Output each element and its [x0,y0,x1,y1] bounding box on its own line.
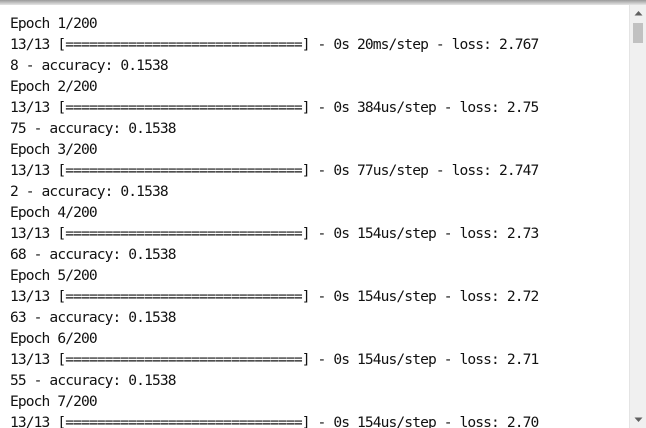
console-line: 13/13 [==============================] -… [10,288,539,305]
scroll-up-button[interactable] [630,5,646,21]
console-line: 75 - accuracy: 0.1538 [10,120,177,137]
scroll-down-button[interactable] [630,412,646,428]
console-line: 8 - accuracy: 0.1538 [10,57,169,74]
console-line: Epoch 3/200 [10,141,98,158]
console-line: 13/13 [==============================] -… [10,414,539,428]
chevron-up-icon [634,11,642,16]
console-line: Epoch 6/200 [10,330,98,347]
console-output[interactable]: Epoch 1/200 13/13 [=====================… [0,5,627,428]
console-line: 63 - accuracy: 0.1538 [10,309,177,326]
console-lines: Epoch 1/200 13/13 [=====================… [10,13,539,428]
console-line: Epoch 4/200 [10,204,98,221]
console-line: 13/13 [==============================] -… [10,351,539,368]
console-line: Epoch 1/200 [10,15,98,32]
console-line: 55 - accuracy: 0.1538 [10,372,177,389]
console-line: 13/13 [==============================] -… [10,162,539,179]
console-line: Epoch 7/200 [10,393,98,410]
console-line: 13/13 [==============================] -… [10,36,539,53]
console-line: 2 - accuracy: 0.1538 [10,183,169,200]
console-line: Epoch 5/200 [10,267,98,284]
window-top-edge [0,0,646,5]
vertical-scrollbar[interactable] [629,5,646,428]
console-line: 68 - accuracy: 0.1538 [10,246,177,263]
console-line: 13/13 [==============================] -… [10,99,539,116]
chevron-down-icon [634,417,642,422]
console-line: Epoch 2/200 [10,78,98,95]
scrollbar-thumb[interactable] [633,23,643,43]
console-line: 13/13 [==============================] -… [10,225,539,242]
